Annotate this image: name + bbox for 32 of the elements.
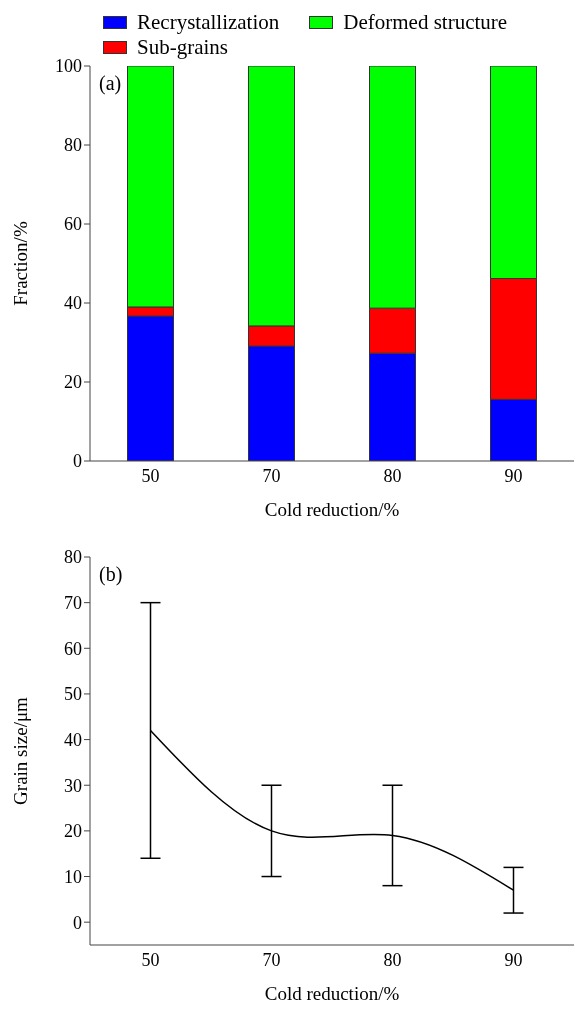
- x-tick-label: 70: [262, 465, 281, 486]
- y-tick-label: 20: [64, 821, 82, 842]
- x-axis-title: Cold reduction/%: [264, 983, 400, 1004]
- y-axis-title: Grain size/μm: [9, 696, 31, 805]
- x-tick-label: 90: [504, 465, 523, 486]
- x-tick-label: 80: [383, 949, 402, 970]
- y-tick-label: 40: [64, 729, 82, 750]
- y-tick-label: 0: [73, 912, 82, 933]
- y-tick-label: 80: [64, 547, 82, 568]
- legend-label: Sub-grains: [137, 35, 228, 60]
- x-tick-label: 80: [383, 465, 402, 486]
- y-tick-label: 60: [64, 214, 82, 235]
- y-tick-label: 50: [64, 684, 82, 705]
- x-tick-label: 90: [504, 949, 523, 970]
- y-tick-label: 80: [64, 135, 82, 156]
- y-tick-label: 70: [64, 593, 82, 614]
- legend-label: Deformed structure: [343, 10, 508, 35]
- y-tick-label: 10: [64, 866, 82, 887]
- annotation: (a): [99, 72, 122, 95]
- x-tick-label: 50: [141, 949, 160, 970]
- y-tick-label: 100: [55, 56, 82, 77]
- legend-label: Recrystallization: [137, 10, 280, 35]
- y-tick-label: 40: [64, 293, 82, 314]
- x-tick-label: 50: [141, 465, 160, 486]
- y-tick-label: 20: [64, 372, 82, 393]
- y-axis-title: Fraction/%: [9, 221, 31, 306]
- annotation: (b): [99, 563, 123, 586]
- x-axis-title: Cold reduction/%: [264, 499, 400, 520]
- y-tick-label: 60: [64, 638, 82, 659]
- y-tick-label: 30: [64, 775, 82, 796]
- x-tick-label: 70: [262, 949, 281, 970]
- y-tick-label: 0: [73, 451, 82, 472]
